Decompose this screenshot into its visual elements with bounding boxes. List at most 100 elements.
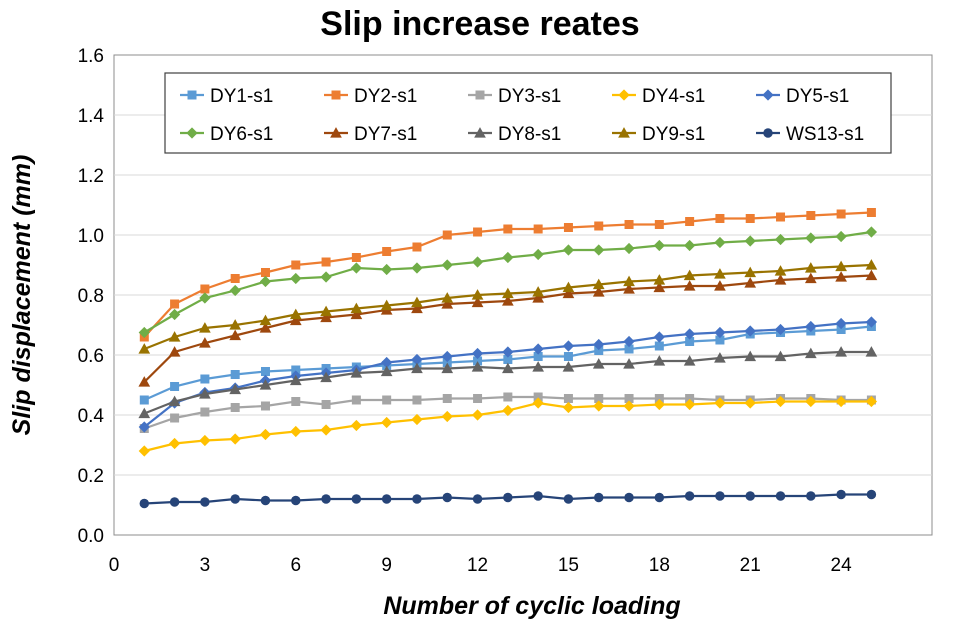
data-point [381, 494, 392, 504]
data-point [471, 289, 484, 300]
data-point [199, 337, 211, 348]
data-point [199, 434, 211, 447]
legend-item-dy9-s1: DY9-s1 [612, 124, 705, 145]
data-point [502, 362, 514, 374]
series-dy4-s1 [138, 395, 878, 457]
data-point [260, 401, 270, 411]
legend-marker [763, 128, 773, 138]
data-point [865, 226, 878, 238]
data-point [563, 394, 573, 403]
data-point [441, 410, 453, 423]
data-point [441, 362, 454, 374]
data-point [774, 350, 787, 362]
data-point [382, 395, 392, 405]
legend-item-dy8-s1: DY8-s1 [468, 124, 561, 145]
legend-box [164, 72, 892, 154]
x-axis-label: Number of cyclic loading [383, 592, 680, 620]
data-point [532, 286, 544, 297]
data-point [381, 356, 393, 369]
data-point [442, 230, 452, 240]
data-point [199, 292, 211, 304]
data-point [532, 248, 544, 261]
data-point [168, 346, 181, 357]
data-point [503, 355, 513, 364]
data-point [563, 352, 573, 361]
data-point [562, 287, 575, 299]
data-point [380, 299, 393, 311]
legend-label: WS13-s1 [786, 124, 864, 145]
data-point [412, 494, 422, 504]
data-point [715, 491, 725, 501]
data-point [562, 401, 575, 414]
data-point [865, 269, 878, 281]
data-point [744, 266, 757, 278]
data-point [473, 394, 483, 403]
data-point [321, 257, 331, 267]
data-point [442, 358, 452, 367]
data-point [411, 362, 423, 374]
data-point [138, 376, 151, 387]
data-point [350, 308, 363, 320]
data-point [715, 335, 725, 345]
data-point [471, 347, 484, 360]
data-point [289, 374, 302, 386]
data-point [170, 382, 180, 391]
y-tick-label: 0.4 [78, 406, 105, 427]
data-point [744, 397, 756, 409]
data-point [775, 491, 786, 501]
data-point [683, 355, 696, 366]
data-point [502, 404, 514, 417]
data-point [774, 233, 787, 246]
data-point [774, 395, 787, 408]
legend-marker [762, 89, 774, 101]
data-point [654, 492, 665, 503]
data-point [502, 295, 514, 306]
data-point [653, 239, 665, 252]
data-point [654, 220, 664, 229]
data-point [350, 302, 363, 314]
data-point [865, 395, 878, 408]
data-point [714, 352, 726, 363]
data-point [624, 220, 634, 229]
data-point [411, 302, 423, 314]
data-point [168, 395, 181, 407]
data-point [562, 361, 575, 372]
legend-label: DY7-s1 [354, 124, 417, 145]
legend-marker [186, 127, 198, 139]
data-point [290, 425, 302, 438]
data-point [624, 394, 634, 403]
data-point [503, 392, 513, 402]
data-point [441, 298, 454, 309]
data-point [230, 274, 240, 283]
data-point [684, 328, 696, 340]
data-point [865, 316, 878, 328]
data-point [774, 274, 787, 285]
data-point [836, 325, 846, 334]
legend-marker [618, 89, 630, 101]
legend-item-dy3-s1: DY3-s1 [468, 86, 561, 107]
data-point [865, 259, 878, 270]
data-point [442, 394, 452, 403]
y-axis-label: Slip displacement (mm) [8, 155, 36, 436]
data-point [229, 319, 242, 330]
data-point [471, 256, 484, 268]
data-point [532, 361, 544, 372]
y-tick-label: 1.6 [78, 46, 104, 67]
data-point [138, 421, 150, 433]
data-point [593, 244, 605, 256]
data-point [291, 397, 301, 406]
legend-label: DY1-s1 [210, 86, 273, 107]
data-point [471, 296, 484, 308]
data-point [623, 358, 635, 369]
y-tick-label: 0.6 [78, 346, 104, 367]
data-point [502, 287, 514, 299]
data-point [259, 314, 272, 326]
data-point [623, 400, 635, 412]
data-point [229, 383, 242, 395]
data-point [229, 433, 241, 445]
data-point [260, 268, 270, 277]
legend-marker [331, 90, 341, 100]
data-point [533, 392, 543, 402]
